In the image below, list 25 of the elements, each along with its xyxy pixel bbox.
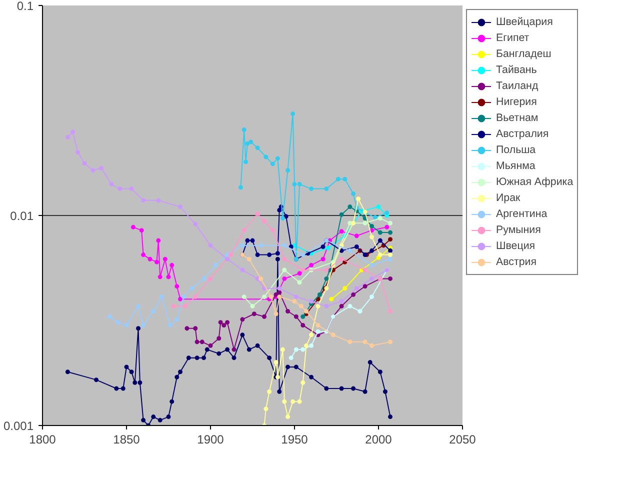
y-tick-label: 0.01 <box>10 209 34 223</box>
legend-label: Румыния <box>496 223 541 238</box>
legend-label: Аргентина <box>496 207 548 222</box>
legend-label: Мьянма <box>496 159 536 174</box>
legend-label: Швейцария <box>496 15 553 30</box>
y-tick-label: 0.1 <box>16 0 34 13</box>
legend-label: Тайвань <box>496 63 537 78</box>
legend-label: Бангладеш <box>496 47 552 62</box>
legend-label: Египет <box>496 31 530 46</box>
x-tick-label: 1800 <box>29 432 56 446</box>
legend-label: Вьетнам <box>496 111 538 126</box>
x-tick-label: 1950 <box>281 432 308 446</box>
x-tick-label: 1900 <box>197 432 224 446</box>
legend-label: Австрия <box>496 255 537 270</box>
x-tick-label: 2050 <box>449 432 476 446</box>
x-tick-label: 1850 <box>113 432 140 446</box>
legend-label: Нигерия <box>496 95 537 110</box>
legend-label: Польша <box>496 143 536 158</box>
legend-label: Австралия <box>496 127 549 142</box>
legend-label: Таиланд <box>496 79 538 94</box>
x-tick-label: 2000 <box>365 432 392 446</box>
legend-label: Швеция <box>496 239 536 254</box>
legend-label: Ирак <box>496 191 520 206</box>
legend-label: Южная Африка <box>496 175 574 190</box>
y-tick-label: 0.001 <box>3 419 34 433</box>
